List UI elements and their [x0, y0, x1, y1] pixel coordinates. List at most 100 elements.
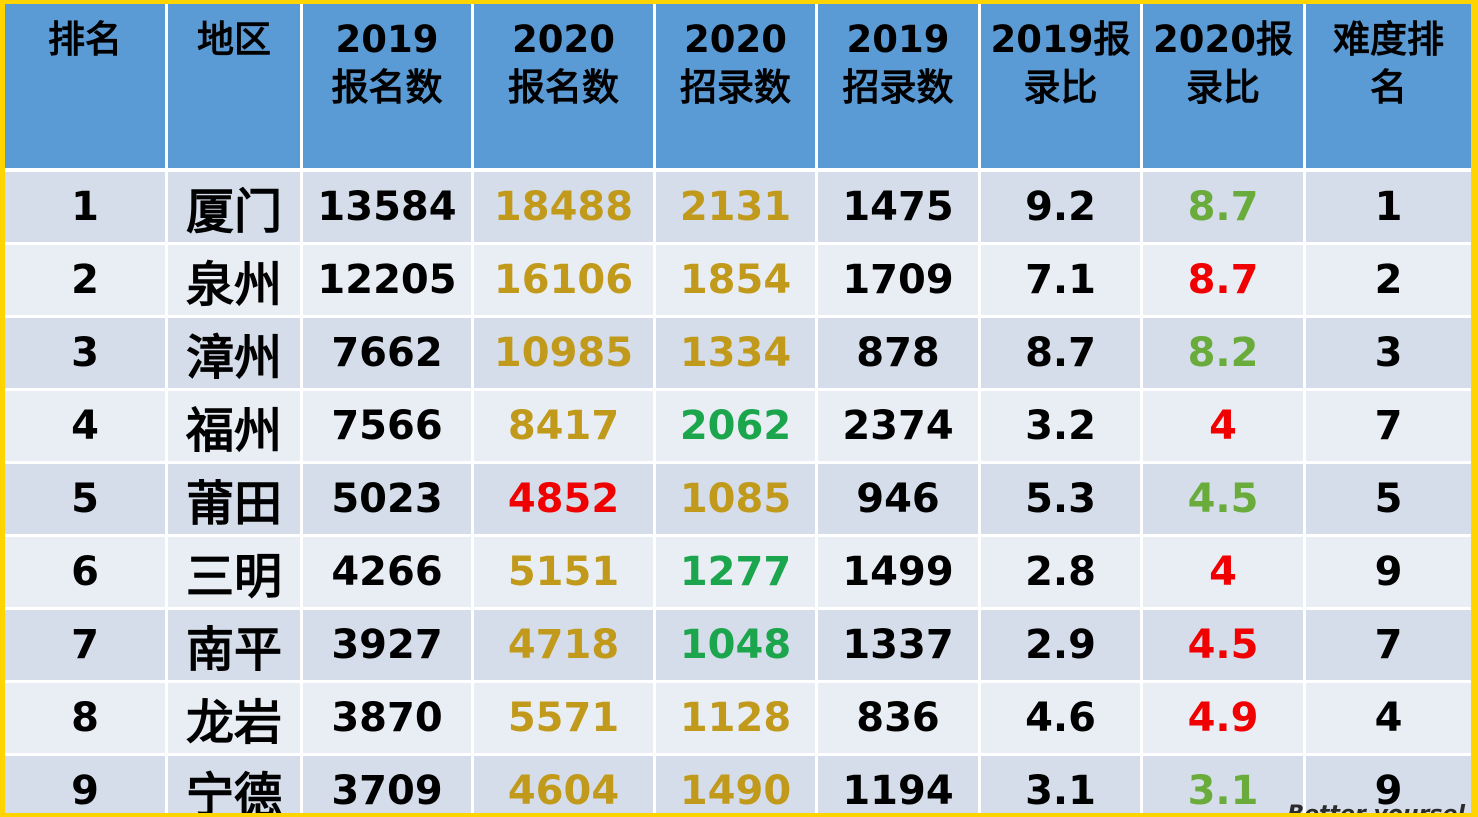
header-text-line: 名: [1370, 66, 1407, 109]
table-cell: 2.9: [981, 610, 1143, 683]
comparison-table: 排名 地区 2019 报名数 2020 报名数 2020 招录数 2019 招录数 2019报 录比 2…: [5, 4, 1471, 813]
table-cell: 3.1: [1143, 756, 1306, 813]
table-cell: 1: [1306, 172, 1471, 245]
table-cell: 2: [5, 245, 168, 318]
table-row: 8 龙岩 3870 5571 1128 836 4.6 4.9 4: [5, 683, 1471, 756]
col-header-2019-applicants: 2019 报名数: [303, 4, 474, 172]
table-row: 4 福州 7566 8417 2062 2374 3.2 4 7: [5, 391, 1471, 464]
col-header-2019-ratio: 2019报录比: [981, 4, 1143, 172]
col-header-difficulty-rank: 难度排名: [1306, 4, 1471, 172]
table-cell: 9: [5, 756, 168, 813]
table-cell: 2131: [656, 172, 818, 245]
table-cell: 1709: [818, 245, 981, 318]
table-cell: 7: [5, 610, 168, 683]
header-text-line: 排名: [48, 18, 122, 61]
table-row: 6 三明 4266 5151 1277 1499 2.8 4 9: [5, 537, 1471, 610]
table-cell: 8.7: [1143, 172, 1306, 245]
table-cell: 1854: [656, 245, 818, 318]
table-cell: 1334: [656, 318, 818, 391]
table-cell: 三明: [168, 537, 303, 610]
table-cell: 4: [5, 391, 168, 464]
table-cell: 9.2: [981, 172, 1143, 245]
watermark-text: Better yoursel: [1287, 802, 1465, 813]
table-cell: 4.6: [981, 683, 1143, 756]
table-cell: 9: [1306, 537, 1471, 610]
table-cell: 1499: [818, 537, 981, 610]
table-cell: 1337: [818, 610, 981, 683]
table-cell: 3927: [303, 610, 474, 683]
header-text-line: 2019: [846, 18, 950, 61]
table-row: 5 莆田 5023 4852 1085 946 5.3 4.5 5: [5, 464, 1471, 537]
table-body: 1 厦门 13584 18488 2131 1475 9.2 8.7 1 2 泉州 12205 1610…: [5, 172, 1471, 813]
table-cell: 13584: [303, 172, 474, 245]
table-cell: 1: [5, 172, 168, 245]
table-cell: 8.7: [1143, 245, 1306, 318]
table-row: 7 南平 3927 4718 1048 1337 2.9 4.5 7: [5, 610, 1471, 683]
table-cell: 福州: [168, 391, 303, 464]
header-text-line: 录比: [1186, 66, 1260, 109]
table-cell: 16106: [474, 245, 656, 318]
table-cell: 4: [1143, 537, 1306, 610]
table-cell: 3: [1306, 318, 1471, 391]
header-row: 排名 地区 2019 报名数 2020 报名数 2020 招录数 2019 招录数 2019报 录比 2…: [5, 4, 1471, 172]
table-cell: 7: [1306, 610, 1471, 683]
table-cell: 3709: [303, 756, 474, 813]
table-cell: 7566: [303, 391, 474, 464]
table-cell: 8.7: [981, 318, 1143, 391]
col-header-2020-ratio: 2020报录比: [1143, 4, 1306, 172]
table-cell: 4852: [474, 464, 656, 537]
table-cell: 4.9: [1143, 683, 1306, 756]
header-text-line: 报名数: [508, 66, 619, 109]
table-cell: 1194: [818, 756, 981, 813]
table-cell: 5023: [303, 464, 474, 537]
header-text-line: 2020报: [1153, 18, 1293, 61]
table-cell: 3: [5, 318, 168, 391]
table-row: 3 漳州 7662 10985 1334 878 8.7 8.2 3: [5, 318, 1471, 391]
table-cell: 10985: [474, 318, 656, 391]
table-cell: 5151: [474, 537, 656, 610]
table-cell: 1085: [656, 464, 818, 537]
table-cell: 4604: [474, 756, 656, 813]
col-header-2019-hires: 2019 招录数: [818, 4, 981, 172]
col-header-region: 地区: [168, 4, 303, 172]
table-cell: 4266: [303, 537, 474, 610]
table-cell: 18488: [474, 172, 656, 245]
header-text-line: 2020: [512, 18, 615, 61]
table-cell: 836: [818, 683, 981, 756]
table-cell: 7.1: [981, 245, 1143, 318]
table-cell: 漳州: [168, 318, 303, 391]
table-cell: 8.2: [1143, 318, 1306, 391]
table-cell: 1490: [656, 756, 818, 813]
table-cell: 3.2: [981, 391, 1143, 464]
table-cell: 3870: [303, 683, 474, 756]
col-header-2020-hires: 2020 招录数: [656, 4, 818, 172]
table-cell: 厦门: [168, 172, 303, 245]
table-cell: 878: [818, 318, 981, 391]
header-text-line: 2020: [684, 18, 787, 61]
table-cell: 12205: [303, 245, 474, 318]
table-frame: 排名 地区 2019 报名数 2020 报名数 2020 招录数 2019 招录数 2019报 录比 2…: [5, 4, 1471, 813]
table-row: 2 泉州 12205 16106 1854 1709 7.1 8.7 2: [5, 245, 1471, 318]
table-cell: 7662: [303, 318, 474, 391]
table-cell: 泉州: [168, 245, 303, 318]
header-text-line: 招录数: [680, 66, 791, 109]
table-cell: 南平: [168, 610, 303, 683]
table-cell: 2374: [818, 391, 981, 464]
table-cell: 6: [5, 537, 168, 610]
header-text-line: 招录数: [842, 66, 954, 109]
table-cell: 1128: [656, 683, 818, 756]
table-cell: 3.1: [981, 756, 1143, 813]
table-row: 9 宁德 3709 4604 1490 1194 3.1 3.1 9: [5, 756, 1471, 813]
table-cell: 龙岩: [168, 683, 303, 756]
table-cell: 宁德: [168, 756, 303, 813]
header-text-line: 2019: [335, 18, 439, 61]
table-cell: 5.3: [981, 464, 1143, 537]
table-cell: 1475: [818, 172, 981, 245]
table-cell: 9: [1306, 756, 1471, 813]
table-cell: 1048: [656, 610, 818, 683]
header-text-line: 2019报: [990, 18, 1131, 61]
col-header-rank: 排名: [5, 4, 168, 172]
header-text-line: 录比: [1023, 66, 1098, 109]
table-cell: 946: [818, 464, 981, 537]
table-cell: 4: [1143, 391, 1306, 464]
